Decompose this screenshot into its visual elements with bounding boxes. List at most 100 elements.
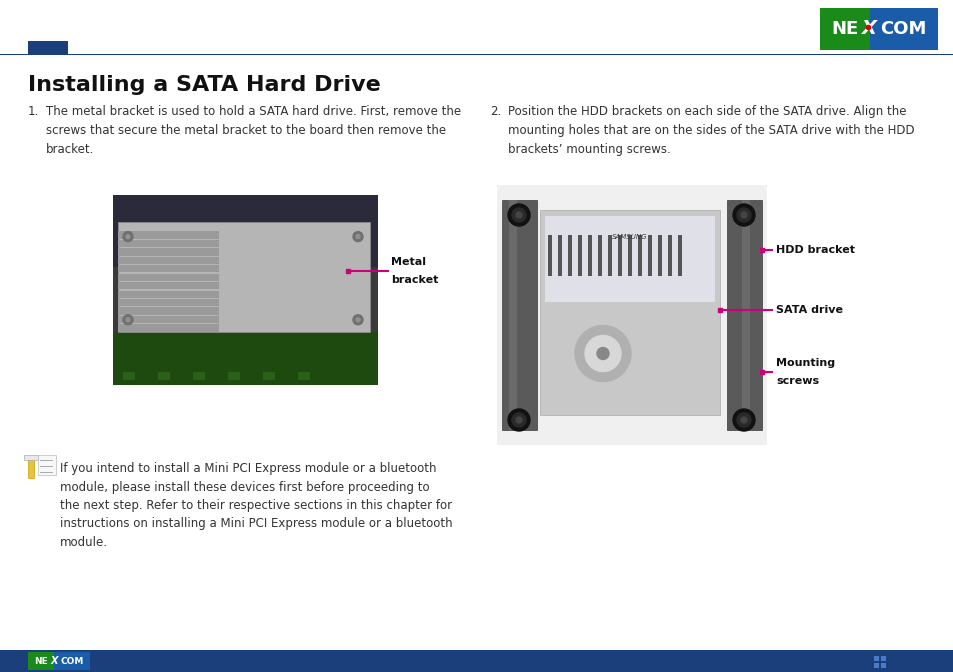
Circle shape [123,314,132,325]
Bar [54,652,90,670]
Text: Metal: Metal [391,257,426,267]
Text: SATA drive: SATA drive [775,305,842,314]
Text: Copyright © 2010 NEXCOM International Co., Ltd. All Rights Reserved.: Copyright © 2010 NEXCOM International Co… [95,657,391,665]
Bar [297,372,310,380]
Circle shape [123,232,132,242]
Circle shape [355,235,359,239]
Bar [820,8,868,50]
Bar [873,663,878,668]
Text: screws: screws [775,376,819,386]
Bar [618,235,621,276]
Bar [587,235,592,276]
Bar [627,235,631,276]
Bar [158,372,170,380]
Bar [118,325,218,332]
Text: NE: NE [830,20,858,38]
Bar [123,372,135,380]
Bar [193,372,205,380]
Text: Position the HDD brackets on each side of the SATA drive. Align the
mounting hol: Position the HDD brackets on each side o… [507,105,914,156]
Circle shape [353,314,363,325]
Text: COM: COM [60,657,84,665]
Text: 1.: 1. [28,105,39,118]
Bar [24,455,38,460]
Bar [868,8,937,50]
Bar [726,200,761,430]
Text: Mounting: Mounting [775,358,834,368]
Circle shape [126,318,130,322]
Bar [547,235,552,276]
Circle shape [584,335,620,372]
Text: X: X [51,656,58,666]
Bar [118,265,218,272]
Bar [38,455,56,475]
Circle shape [353,232,363,242]
Circle shape [507,409,530,431]
Circle shape [512,208,525,222]
Text: VTC 2100 User Manual: VTC 2100 User Manual [848,657,943,665]
Circle shape [732,204,754,226]
Bar [118,299,218,306]
Bar [544,216,714,302]
Bar [598,235,601,276]
Text: 43: 43 [468,655,485,667]
Bar [118,282,218,290]
Bar [0,650,953,672]
Text: HDD bracket: HDD bracket [775,245,854,255]
Text: The metal bracket is used to hold a SATA hard drive. First, remove the
screws th: The metal bracket is used to hold a SATA… [46,105,460,156]
Circle shape [740,417,746,423]
Text: COM: COM [880,20,926,38]
Circle shape [740,212,746,218]
Bar [578,235,581,276]
Bar [28,458,34,478]
Bar [118,257,218,264]
Bar [0,54,953,55]
Circle shape [516,417,521,423]
Bar [118,222,370,332]
Bar [501,200,537,430]
Circle shape [597,347,608,360]
Bar [638,235,641,276]
Circle shape [507,204,530,226]
Circle shape [355,318,359,322]
Circle shape [575,325,630,382]
Circle shape [516,212,521,218]
Bar [509,200,517,430]
Text: Installing a SATA Hard Drive: Installing a SATA Hard Drive [28,75,380,95]
Bar [607,235,612,276]
Text: SAMSUNG: SAMSUNG [612,234,647,240]
Bar [558,235,561,276]
Circle shape [126,235,130,239]
Bar [667,235,671,276]
Bar [118,290,218,298]
Bar [658,235,661,276]
Bar [880,656,885,661]
Bar [678,235,681,276]
Bar [228,372,240,380]
Text: If you intend to install a Mini PCI Express module or a bluetooth
module, please: If you intend to install a Mini PCI Expr… [60,462,452,549]
Text: bracket: bracket [391,276,438,285]
Bar [118,316,218,323]
Bar [118,231,218,239]
Bar [118,308,218,315]
Bar [118,248,218,255]
Text: 2.: 2. [490,105,500,118]
Bar [118,240,218,247]
Bar [263,372,274,380]
Circle shape [732,409,754,431]
Text: X: X [862,19,876,38]
Bar [567,235,572,276]
Bar [112,332,377,385]
Bar [112,195,377,385]
Bar [28,652,54,670]
Bar [497,185,766,445]
Bar [873,656,878,661]
Bar [647,235,651,276]
Bar [118,274,218,281]
Circle shape [737,413,750,427]
Bar [28,41,68,55]
Bar [880,663,885,668]
Text: NE: NE [34,657,48,665]
Circle shape [737,208,750,222]
Bar [539,210,720,415]
Bar [112,195,377,267]
